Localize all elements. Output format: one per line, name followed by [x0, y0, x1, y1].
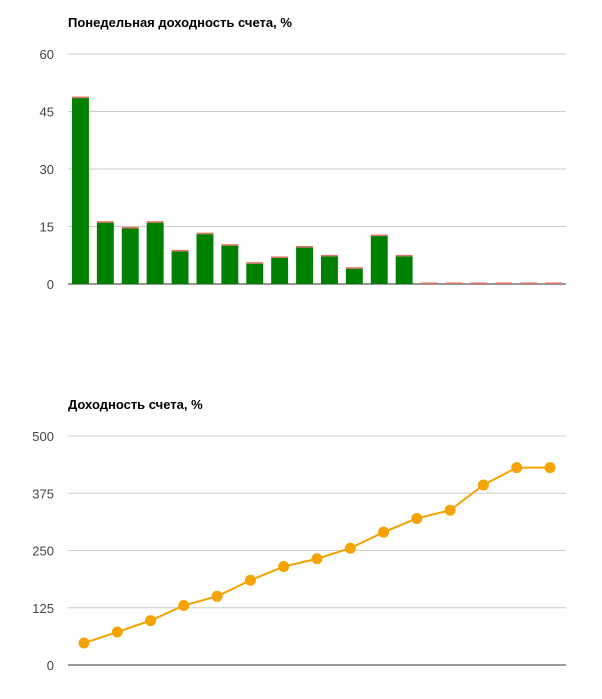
bar	[370, 236, 388, 284]
y-tick-label: 125	[32, 601, 54, 616]
cumulative-return-line-chart: 0 125 250 375 500	[32, 429, 566, 673]
bar-cap	[171, 249, 189, 252]
bar-cap	[345, 267, 363, 269]
bar-cap	[96, 221, 114, 223]
data-point	[444, 504, 456, 516]
bar	[196, 234, 214, 284]
data-point	[145, 615, 157, 627]
bar-cap	[395, 254, 413, 257]
bar	[171, 251, 189, 284]
bar-cap	[71, 96, 89, 99]
bar	[296, 247, 314, 284]
bar-zero	[495, 282, 513, 284]
y-tick-label: 60	[40, 47, 54, 62]
bar-cap	[146, 221, 164, 223]
bar	[121, 228, 139, 284]
bar	[320, 256, 338, 284]
chart-title-weekly: Понедельная доходность счета, %	[68, 15, 292, 30]
y-tick-label: 45	[40, 105, 54, 120]
bar-cap	[370, 234, 388, 237]
bar	[345, 268, 363, 284]
data-point	[477, 479, 489, 491]
bar	[71, 98, 89, 284]
weekly-return-bar-chart: 0 15 30 45 60	[40, 47, 566, 292]
bar	[96, 222, 114, 284]
data-point	[178, 599, 190, 611]
data-point	[278, 561, 290, 573]
bar	[146, 222, 164, 284]
chart-title-cumulative: Доходность счета, %	[68, 397, 203, 412]
bar-zero	[445, 282, 463, 284]
data-point	[544, 462, 556, 474]
bar-cap	[196, 232, 214, 235]
data-point	[244, 574, 256, 586]
bar-cap	[121, 226, 139, 229]
data-point	[511, 462, 523, 474]
bar-cap	[221, 244, 239, 246]
y-tick-label: 250	[32, 544, 54, 559]
y-tick-label: 500	[32, 429, 54, 444]
y-tick-label: 30	[40, 162, 54, 177]
y-tick-label: 0	[47, 658, 54, 673]
bar	[271, 257, 289, 284]
data-point	[411, 512, 423, 524]
data-point	[378, 526, 390, 538]
bar-cap	[246, 262, 264, 264]
bar-zero	[470, 282, 488, 284]
bar-cap	[296, 246, 314, 248]
bar-zero	[545, 282, 563, 284]
data-point	[111, 626, 123, 638]
data-point	[78, 637, 90, 649]
bar-cap	[271, 256, 289, 258]
bar-zero	[420, 282, 438, 284]
bar	[395, 256, 413, 284]
y-tick-label: 0	[47, 277, 54, 292]
data-point	[211, 590, 223, 602]
bar-zero	[520, 282, 538, 284]
y-tick-label: 15	[40, 220, 54, 235]
bar	[221, 245, 239, 284]
data-point	[311, 553, 323, 565]
y-tick-label: 375	[32, 486, 54, 501]
data-point	[344, 542, 356, 554]
bar-cap	[320, 254, 338, 257]
bar	[246, 263, 264, 284]
